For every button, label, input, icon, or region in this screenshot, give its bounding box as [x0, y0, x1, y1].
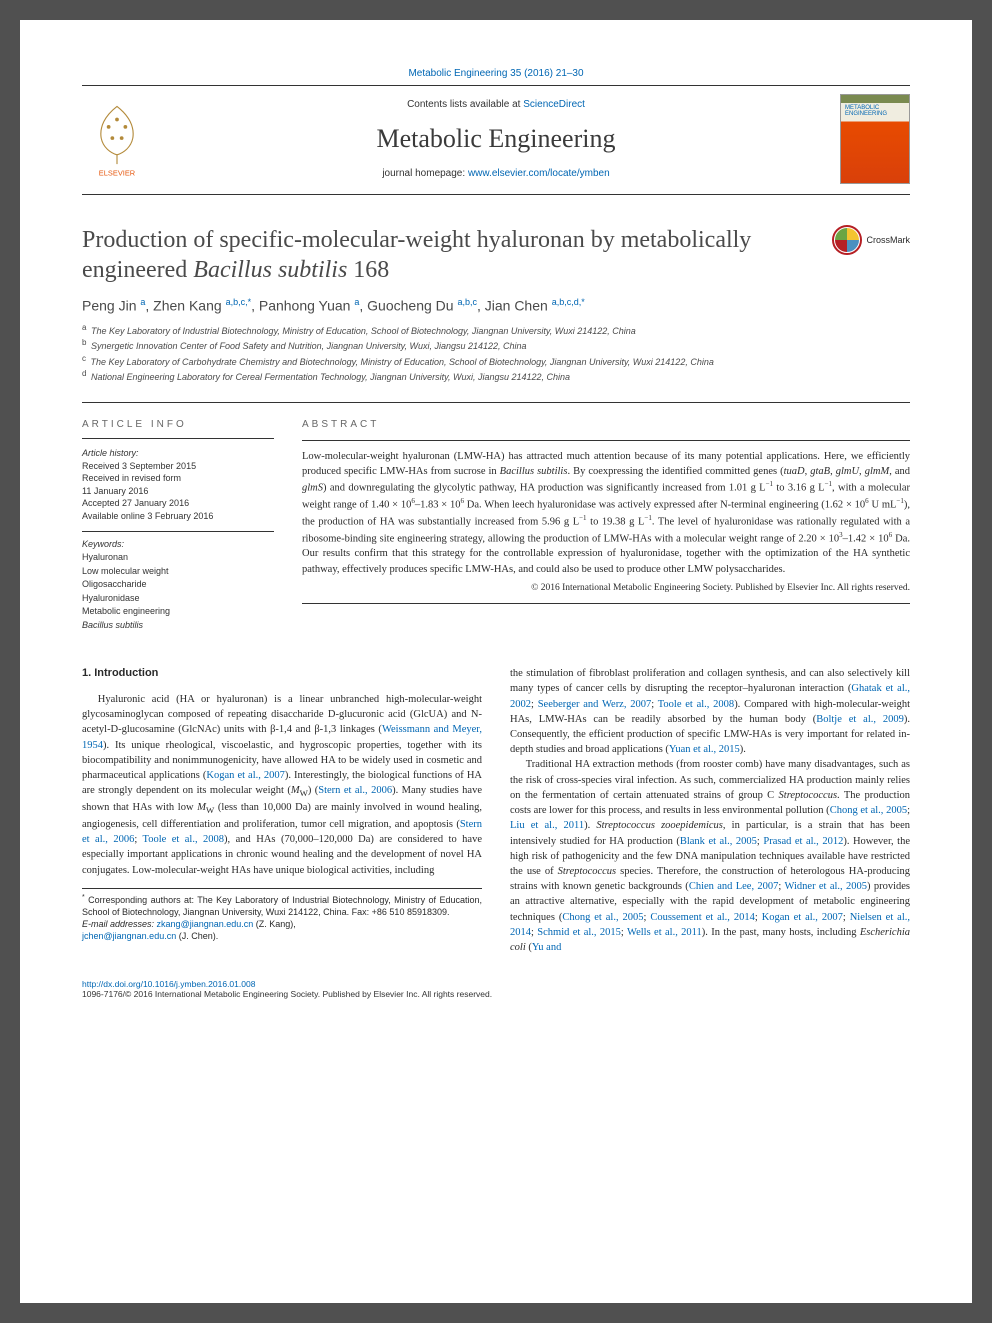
top-citation-link[interactable]: Metabolic Engineering 35 (2016) 21–30 — [408, 68, 583, 79]
homepage-link[interactable]: www.elsevier.com/locate/ymben — [468, 168, 610, 179]
rule — [82, 85, 910, 86]
authors-line: Peng Jin a, Zhen Kang a,b,c,*, Panhong Y… — [82, 297, 910, 314]
journal-header: ELSEVIER Contents lists available at Sci… — [82, 94, 910, 195]
ref-link[interactable]: Coussement et al., 2014 — [650, 912, 755, 923]
issn-line: 1096-7176/© 2016 International Metabolic… — [82, 989, 910, 999]
bottom-block: http://dx.doi.org/10.1016/j.ymben.2016.0… — [82, 979, 910, 999]
article-info-heading: ARTICLE INFO — [82, 419, 274, 430]
doi-link[interactable]: http://dx.doi.org/10.1016/j.ymben.2016.0… — [82, 979, 255, 989]
body-columns: 1. Introduction Hyaluronic acid (HA or h… — [82, 666, 910, 955]
title-italic: Bacillus subtilis — [193, 257, 347, 283]
ref-link[interactable]: Toole et al., 2008 — [143, 834, 225, 845]
article-title: Production of specific-molecular-weight … — [82, 225, 832, 285]
svg-text:ELSEVIER: ELSEVIER — [99, 168, 136, 177]
contents-prefix: Contents lists available at — [407, 99, 523, 110]
ref-link[interactable]: Stern et al., 2006 — [318, 785, 392, 796]
ref-link[interactable]: Blank et al., 2005 — [680, 836, 757, 847]
homepage-prefix: journal homepage: — [382, 168, 468, 179]
ref-link[interactable]: Chong et al., 2005 — [830, 805, 907, 816]
rule — [82, 531, 274, 532]
paragraph: Hyaluronic acid (HA or hyaluronan) is a … — [82, 692, 482, 878]
ref-link[interactable]: Widner et al., 2005 — [785, 881, 867, 892]
ref-link[interactable]: Liu et al., 2011 — [510, 820, 584, 831]
abstract-col: ABSTRACT Low-molecular-weight hyaluronan… — [302, 419, 910, 632]
crossmark-icon — [832, 225, 862, 255]
paragraph: the stimulation of fibroblast proliferat… — [510, 666, 910, 757]
history-label: Article history: — [82, 447, 274, 460]
article-history: Article history: Received 3 September 20… — [82, 438, 274, 523]
email-link[interactable]: jchen@jiangnan.edu.cn — [82, 931, 176, 941]
ref-link[interactable]: Chien and Lee, 2007 — [689, 881, 779, 892]
ref-link[interactable]: Chong et al., 2005 — [562, 912, 643, 923]
crossmark-badge[interactable]: CrossMark — [832, 225, 910, 255]
ref-link[interactable]: Wells et al., 2011 — [627, 927, 702, 938]
ref-link[interactable]: Toole et al., 2008 — [658, 699, 734, 710]
title-post: 168 — [347, 257, 389, 283]
paragraph: Traditional HA extraction methods (from … — [510, 757, 910, 955]
ref-link[interactable]: Yu and — [532, 942, 561, 953]
ref-link[interactable]: Kogan et al., 2007 — [206, 770, 284, 781]
header-center: Contents lists available at ScienceDirec… — [152, 99, 840, 179]
rule — [82, 402, 910, 403]
corresponding-footnote: * Corresponding authors at: The Key Labo… — [82, 893, 482, 918]
email-who: (Z. Kang), — [256, 919, 296, 929]
elsevier-logo: ELSEVIER — [82, 99, 152, 179]
abstract-copyright: © 2016 International Metabolic Engineeri… — [302, 583, 910, 604]
title-pre: Production of specific-molecular-weight … — [82, 227, 751, 283]
email-footnote: E-mail addresses: zkang@jiangnan.edu.cn … — [82, 918, 482, 942]
title-row: Production of specific-molecular-weight … — [82, 225, 910, 285]
keywords-label: Keywords: — [82, 539, 124, 549]
journal-cover-icon — [840, 94, 910, 184]
ref-link[interactable]: Schmid et al., 2015 — [537, 927, 621, 938]
keywords-list: HyaluronanLow molecular weightOligosacch… — [82, 551, 274, 632]
ref-link[interactable]: Boltje et al., 2009 — [816, 714, 904, 725]
ref-link[interactable]: Kogan et al., 2007 — [762, 912, 843, 923]
history-lines: Received 3 September 2015Received in rev… — [82, 460, 274, 523]
affiliations: a The Key Laboratory of Industrial Biote… — [82, 322, 910, 384]
info-abstract-row: ARTICLE INFO Article history: Received 3… — [82, 419, 910, 632]
homepage-line: journal homepage: www.elsevier.com/locat… — [152, 168, 840, 179]
corresponding-text: Corresponding authors at: The Key Labora… — [82, 895, 482, 917]
abstract-heading: ABSTRACT — [302, 419, 910, 430]
email-label: E-mail addresses: — [82, 919, 154, 929]
keywords-block: Keywords: HyaluronanLow molecular weight… — [82, 538, 274, 633]
email-link[interactable]: zkang@jiangnan.edu.cn — [157, 919, 254, 929]
article-info-col: ARTICLE INFO Article history: Received 3… — [82, 419, 274, 632]
footnotes: * Corresponding authors at: The Key Labo… — [82, 888, 482, 943]
sciencedirect-link[interactable]: ScienceDirect — [523, 99, 585, 110]
top-citation: Metabolic Engineering 35 (2016) 21–30 — [82, 68, 910, 79]
paper-page: Metabolic Engineering 35 (2016) 21–30 EL… — [20, 20, 972, 1303]
ref-link[interactable]: Prasad et al., 2012 — [763, 836, 843, 847]
email-who: (J. Chen). — [179, 931, 219, 941]
elsevier-tree-icon: ELSEVIER — [82, 99, 152, 179]
intro-heading: 1. Introduction — [82, 666, 482, 682]
ref-link[interactable]: Yuan et al., 2015 — [669, 744, 740, 755]
contents-line: Contents lists available at ScienceDirec… — [152, 99, 840, 110]
crossmark-label: CrossMark — [866, 235, 910, 245]
ref-link[interactable]: Seeberger and Werz, 2007 — [538, 699, 652, 710]
abstract-body: Low-molecular-weight hyaluronan (LMW-HA)… — [302, 440, 910, 577]
journal-title: Metabolic Engineering — [152, 124, 840, 154]
ref-link[interactable]: Weissmann and Meyer, 1954 — [82, 724, 482, 750]
